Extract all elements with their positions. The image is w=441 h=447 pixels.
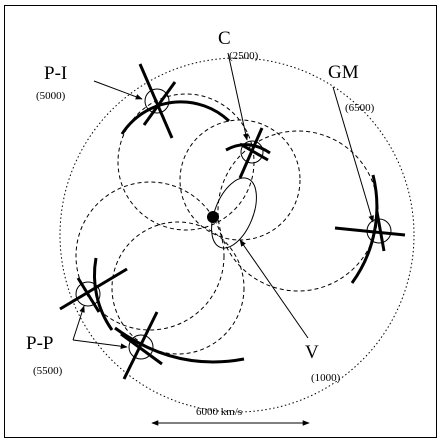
arrow-c (227, 52, 249, 141)
label-gm: GM (328, 62, 359, 83)
v-ellipse (211, 177, 257, 249)
arrow-gm (332, 86, 374, 223)
thick-arc-c (225, 143, 271, 155)
thick-arc-pp-left (92, 257, 114, 331)
center-dot (207, 211, 219, 223)
dashed-circle-c-large (217, 130, 379, 292)
label-pp: P-P (26, 333, 53, 354)
arrow-pp-lower (72, 339, 128, 349)
label-pi-value: (5000) (36, 90, 66, 102)
marker-circle-pi (144, 88, 170, 114)
bar-pi-long (138, 63, 174, 139)
bar-c-short (239, 142, 269, 162)
bar-pp-upper-short (76, 277, 101, 313)
arrow-v (239, 239, 309, 339)
arrow-pp-upper (72, 305, 85, 341)
dashed-circle-c-small (179, 119, 301, 241)
border-frame (4, 5, 437, 438)
dashed-circle-pp-left (75, 181, 225, 331)
label-pp-value: (5500) (33, 365, 63, 377)
outer-dotted-circle (59, 57, 415, 413)
thick-arc-pi (120, 100, 231, 135)
scale-bar-label: 6000 km/s (196, 406, 242, 418)
label-c-value: (2500) (229, 50, 259, 62)
marker-circle-pp-lower (128, 334, 154, 360)
label-c: C (218, 28, 231, 49)
marker-circle-pp-upper (75, 281, 101, 307)
label-v: V (305, 342, 319, 363)
bar-pp-lower-long (122, 311, 159, 380)
marker-circle-c (240, 140, 264, 164)
bar-gm-short (375, 211, 386, 252)
bar-pi-short (142, 81, 177, 126)
thick-arc-pp-bottom (114, 326, 245, 364)
bar-gm-long (334, 226, 406, 237)
bar-c-long (238, 127, 264, 179)
label-gm-value: (6500) (345, 102, 375, 114)
label-v-value: (1000) (311, 372, 341, 384)
bar-pp-upper-long (59, 267, 128, 311)
dashed-circle-pp-low (111, 221, 245, 355)
bar-pp-lower-short (120, 332, 163, 366)
label-pi: P-I (44, 63, 67, 84)
arrow-pi (93, 80, 143, 100)
dashed-circle-pi (117, 93, 255, 231)
